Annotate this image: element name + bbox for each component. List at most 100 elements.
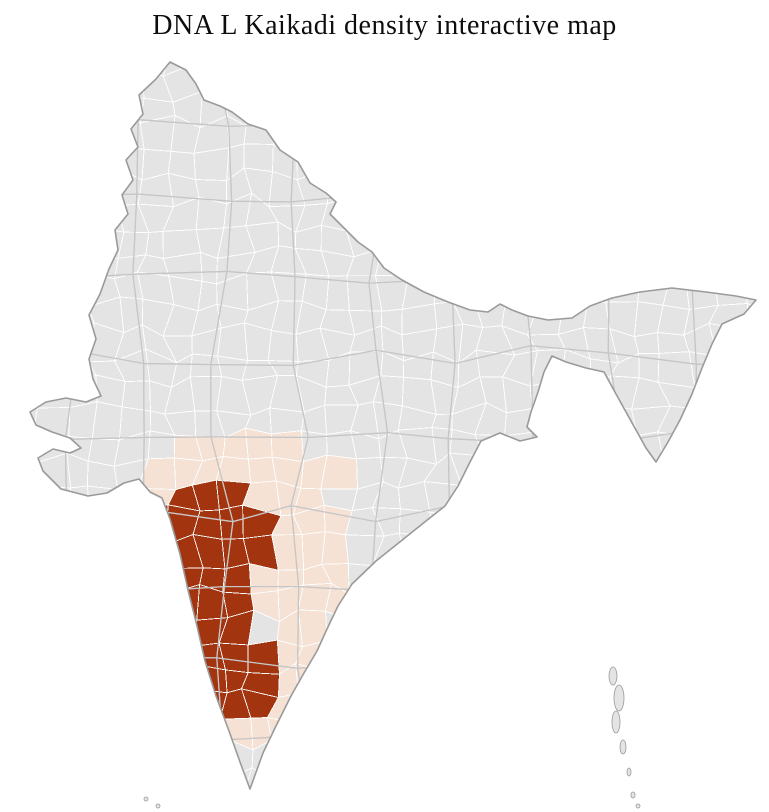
district-cell[interactable] <box>375 172 404 208</box>
district-cell[interactable] <box>44 273 68 309</box>
district-cell[interactable] <box>714 609 741 649</box>
district-cell[interactable] <box>0 793 17 812</box>
district-cell[interactable] <box>737 148 769 181</box>
district-cell[interactable] <box>396 72 437 99</box>
district-cell[interactable] <box>64 744 98 776</box>
district-cell[interactable] <box>166 609 198 648</box>
district-cell[interactable] <box>529 43 564 77</box>
island-district[interactable] <box>613 684 625 712</box>
district-cell[interactable] <box>270 430 305 463</box>
district-cell[interactable] <box>761 585 769 615</box>
district-cell[interactable] <box>90 743 120 779</box>
district-cell[interactable] <box>474 505 512 545</box>
district-cell[interactable] <box>530 664 559 692</box>
district-cell[interactable] <box>61 566 97 596</box>
district-cell[interactable] <box>529 562 568 591</box>
island-district[interactable] <box>626 767 632 777</box>
island-district[interactable] <box>611 710 621 734</box>
district-cell[interactable] <box>397 586 432 621</box>
district-cell[interactable] <box>557 664 587 695</box>
district-cell[interactable] <box>532 611 567 643</box>
district-cell[interactable] <box>8 613 46 648</box>
island-district[interactable] <box>608 666 618 686</box>
district-cell[interactable] <box>584 375 615 409</box>
district-cell[interactable] <box>565 588 586 615</box>
district-cell[interactable] <box>580 225 618 260</box>
district-cell[interactable] <box>398 791 433 812</box>
district-cell[interactable] <box>710 695 745 722</box>
district-cell[interactable] <box>637 741 671 777</box>
district-cell[interactable] <box>640 68 671 102</box>
district-cell[interactable] <box>0 745 18 771</box>
district-cell[interactable] <box>510 154 534 180</box>
district-cell[interactable] <box>60 588 95 614</box>
district-cell[interactable] <box>426 689 456 722</box>
district-cell[interactable] <box>735 433 769 457</box>
district-cell[interactable] <box>559 119 584 154</box>
district-cell[interactable] <box>111 613 152 649</box>
district-cell[interactable] <box>739 172 767 204</box>
district-cell[interactable] <box>13 39 35 76</box>
district-cell[interactable] <box>430 225 464 255</box>
district-cell[interactable] <box>475 634 511 673</box>
district-cell[interactable] <box>345 666 385 694</box>
district-cell[interactable] <box>0 614 21 647</box>
district-cell[interactable] <box>244 427 273 460</box>
district-cell[interactable] <box>192 688 228 720</box>
district-cell[interactable] <box>111 635 143 670</box>
district-cell[interactable] <box>397 558 432 598</box>
district-cell[interactable] <box>554 405 586 438</box>
district-cell[interactable] <box>193 147 230 182</box>
district-cell[interactable] <box>148 795 173 812</box>
district-cell[interactable] <box>715 66 748 103</box>
district-cell[interactable] <box>295 739 323 780</box>
district-cell[interactable] <box>137 738 175 774</box>
district-cell[interactable] <box>682 720 720 754</box>
district-cell[interactable] <box>738 374 769 407</box>
district-cell[interactable] <box>604 271 641 303</box>
district-cell[interactable] <box>506 583 540 614</box>
district-cell[interactable] <box>657 508 693 545</box>
district-cell[interactable] <box>461 797 485 812</box>
district-cell[interactable] <box>344 716 384 748</box>
district-cell[interactable] <box>720 198 749 229</box>
district-cell[interactable] <box>269 407 305 435</box>
district-cell[interactable] <box>636 483 670 513</box>
district-cell[interactable] <box>536 583 567 615</box>
district-cell[interactable] <box>267 329 299 362</box>
district-cell[interactable] <box>374 666 411 700</box>
district-cell[interactable] <box>710 379 749 415</box>
district-cell[interactable] <box>423 175 456 206</box>
district-cell[interactable] <box>746 302 769 333</box>
district-cell[interactable] <box>171 663 195 698</box>
district-cell[interactable] <box>743 661 766 702</box>
district-cell[interactable] <box>687 460 723 491</box>
district-cell[interactable] <box>578 436 618 463</box>
district-cell[interactable] <box>169 795 198 812</box>
district-cell[interactable] <box>617 591 640 624</box>
district-cell[interactable] <box>719 179 749 202</box>
district-cell[interactable] <box>33 38 72 73</box>
district-cell[interactable] <box>658 168 693 207</box>
district-cell[interactable] <box>614 634 633 669</box>
district-cell[interactable] <box>402 192 432 227</box>
district-cell[interactable] <box>718 745 749 770</box>
district-cell[interactable] <box>537 275 564 308</box>
district-cell[interactable] <box>293 47 327 72</box>
district-cell[interactable] <box>114 668 142 694</box>
district-cell[interactable] <box>60 244 97 276</box>
district-cell[interactable] <box>630 147 663 174</box>
district-cell[interactable] <box>552 636 587 674</box>
district-cell[interactable] <box>223 40 251 74</box>
district-cell[interactable] <box>764 662 769 700</box>
district-cell[interactable] <box>9 169 46 202</box>
district-cell[interactable] <box>90 141 122 170</box>
district-cell[interactable] <box>377 584 411 621</box>
district-cell[interactable] <box>612 482 641 515</box>
district-cell[interactable] <box>763 506 769 538</box>
district-cell[interactable] <box>656 114 698 156</box>
district-cell[interactable] <box>636 193 664 234</box>
district-cell[interactable] <box>740 766 764 798</box>
district-cell[interactable] <box>609 532 635 572</box>
